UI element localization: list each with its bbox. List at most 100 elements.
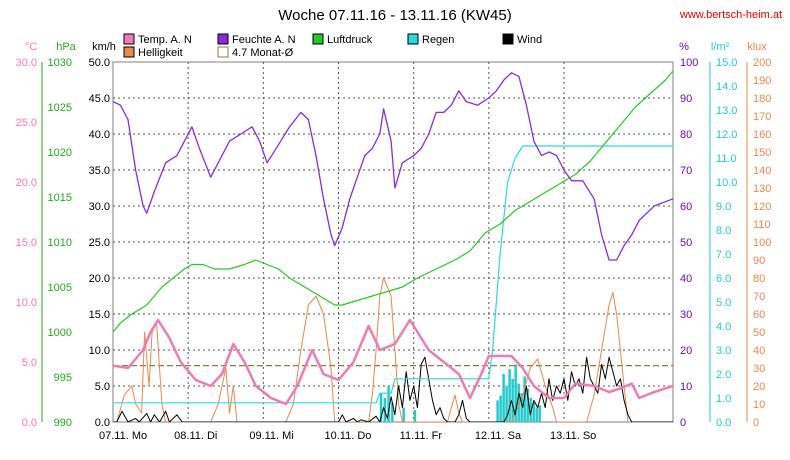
- wind-tick-label: 35.0: [89, 165, 110, 177]
- lux-tick-label: 130: [753, 183, 771, 195]
- rain-bar: [535, 407, 538, 422]
- temp-tick-label: 20.0: [16, 177, 37, 189]
- pressure-tick-label: 1015: [48, 192, 72, 204]
- pressure-tick-label: 1020: [48, 147, 72, 159]
- x-tick-label: 10.11. Do: [325, 430, 372, 442]
- humidity-tick-label: 100: [680, 57, 698, 69]
- wind-tick-label: 20.0: [89, 273, 110, 285]
- rain-bar: [511, 378, 514, 422]
- wind-tick-label: 50.0: [89, 57, 110, 69]
- rain-bar: [413, 410, 417, 422]
- lux-tick-label: 70: [753, 291, 765, 303]
- rain-tick-label: 7.0: [716, 249, 731, 261]
- legend-label: 4.7 Monat-Ø: [232, 47, 294, 59]
- rain-bar: [496, 400, 499, 422]
- temp-tick-label: 0.0: [22, 417, 37, 429]
- lux-unit-label: klux: [747, 41, 767, 53]
- rain-bar: [502, 374, 505, 422]
- lux-tick-label: 60: [753, 309, 765, 321]
- legend-label: Wind: [517, 34, 542, 46]
- x-tick-label: 12.11. Sa: [475, 430, 522, 442]
- wind-unit-label: km/h: [92, 41, 116, 53]
- rain-bar: [514, 364, 517, 422]
- wind-tick-label: 40.0: [89, 129, 110, 141]
- x-tick-label: 08.11. Di: [174, 430, 217, 442]
- rain-bar: [505, 386, 508, 422]
- pressure-tick-label: 1010: [48, 237, 72, 249]
- rain-tick-label: 6.0: [716, 273, 731, 285]
- pressure-series: [113, 70, 673, 333]
- lux-tick-label: 30: [753, 363, 765, 375]
- site-link[interactable]: www.bertsch-heim.at: [679, 9, 782, 21]
- pressure-tick-label: 1000: [48, 327, 72, 339]
- humidity-tick-label: 40: [680, 273, 692, 285]
- legend-swatch: [502, 33, 514, 45]
- pressure-unit-label: hPa: [56, 41, 76, 53]
- wind-tick-label: 5.0: [95, 381, 110, 393]
- legend-label: Regen: [422, 34, 454, 46]
- lux-tick-label: 0: [753, 417, 759, 429]
- legend-swatch: [123, 46, 135, 58]
- temp-tick-label: 25.0: [16, 117, 37, 129]
- humidity-tick-label: 0: [680, 417, 686, 429]
- humidity-tick-label: 50: [680, 237, 692, 249]
- lux-tick-label: 150: [753, 147, 771, 159]
- temp-tick-label: 30.0: [16, 57, 37, 69]
- pressure-tick-label: 990: [54, 417, 72, 429]
- axis-units: °C hPa km/h% l/m² klux: [25, 41, 767, 53]
- wind-tick-label: 15.0: [89, 309, 110, 321]
- humidity-tick-label: 30: [680, 309, 692, 321]
- rain-bar: [391, 402, 394, 422]
- temp-tick-label: 5.0: [22, 357, 37, 369]
- humidity-tick-label: 10: [680, 381, 692, 393]
- legend-swatch: [312, 33, 324, 45]
- humidity-tick-label: 20: [680, 345, 692, 357]
- wind-tick-label: 25.0: [89, 237, 110, 249]
- rain-bar: [508, 369, 511, 422]
- rain-tick-label: 15.0: [716, 57, 737, 69]
- wind-tick-label: 30.0: [89, 201, 110, 213]
- x-tick-label: 11.11. Fr: [400, 430, 443, 442]
- lux-tick-label: 190: [753, 75, 771, 87]
- lux-series: [113, 277, 673, 422]
- axes: 07.11. Mo 08.11. Di 09.11. Mi 10.11. Do 11.1…: [16, 57, 772, 442]
- x-tick-label: 09.11. Mi: [249, 430, 293, 442]
- lux-tick-label: 140: [753, 165, 771, 177]
- rain-tick-label: 3.0: [716, 345, 731, 357]
- rain-tick-label: 9.0: [716, 201, 731, 213]
- temperature-series: [113, 318, 673, 406]
- temp-tick-label: 10.0: [16, 297, 37, 309]
- rain-bar: [538, 405, 541, 422]
- pressure-tick-label: 1025: [48, 102, 72, 114]
- rain-tick-label: 12.0: [716, 129, 737, 141]
- temp-tick-label: 15.0: [16, 237, 37, 249]
- wind-tick-label: 45.0: [89, 93, 110, 105]
- wind-tick-label: 10.0: [89, 345, 110, 357]
- legend-swatch: [123, 33, 135, 45]
- humidity-series: [113, 72, 673, 261]
- lux-tick-label: 90: [753, 255, 765, 267]
- rain-bar: [499, 395, 502, 422]
- wind-tick-label: 0.0: [95, 417, 110, 429]
- legend-label: Feuchte A. N: [232, 34, 296, 46]
- lux-tick-label: 160: [753, 129, 771, 141]
- rain-tick-label: 2.0: [716, 369, 731, 381]
- lux-tick-label: 170: [753, 111, 771, 123]
- pressure-tick-label: 1005: [48, 282, 72, 294]
- rain-bar: [526, 388, 529, 422]
- rain-bar: [379, 393, 383, 422]
- rain-tick-label: 4.0: [716, 321, 731, 333]
- rain-bar: [529, 398, 532, 422]
- x-tick-label: 13.11. So: [550, 430, 596, 442]
- lux-tick-label: 50: [753, 327, 765, 339]
- rain-tick-label: 8.0: [716, 225, 731, 237]
- rain-bar: [402, 407, 405, 422]
- lux-tick-label: 180: [753, 93, 771, 105]
- lux-tick-label: 10: [753, 399, 765, 411]
- lux-tick-label: 120: [753, 201, 771, 213]
- lux-tick-label: 110: [753, 219, 771, 231]
- rain-bar: [517, 383, 520, 422]
- rain-tick-label: 0.0: [716, 417, 731, 429]
- lux-tick-label: 80: [753, 273, 765, 285]
- rain-tick-label: 14.0: [716, 81, 737, 93]
